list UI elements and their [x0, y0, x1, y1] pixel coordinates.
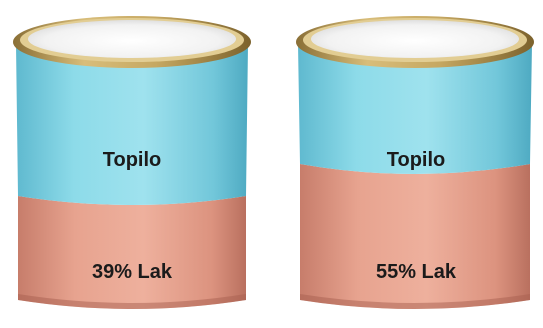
can-left-lak-label: 39% Lak [91, 261, 173, 283]
topilo-band-right [298, 44, 532, 174]
can-right [296, 16, 534, 309]
can-left [13, 16, 251, 309]
lak-band-left [18, 196, 246, 309]
can-right-topilo-label: Topilo [386, 149, 446, 171]
topilo-band-left [16, 44, 248, 205]
can-right-lak-label: 55% Lak [375, 261, 457, 283]
lak-band-right [300, 164, 530, 309]
can-left-topilo-label: Topilo [102, 149, 162, 171]
